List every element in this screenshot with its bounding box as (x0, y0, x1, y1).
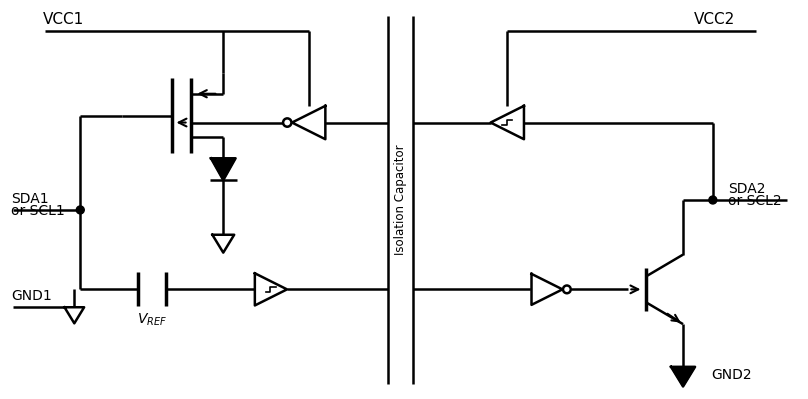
Circle shape (76, 206, 84, 214)
Polygon shape (65, 307, 84, 323)
Text: or SCL1: or SCL1 (11, 204, 65, 218)
Circle shape (283, 119, 292, 127)
Text: Isolation Capacitor: Isolation Capacitor (394, 145, 407, 255)
Text: VCC2: VCC2 (694, 12, 735, 27)
Circle shape (563, 286, 570, 293)
Polygon shape (255, 273, 287, 306)
Polygon shape (213, 235, 234, 253)
Text: SDA2: SDA2 (728, 182, 765, 196)
Polygon shape (292, 106, 326, 139)
Polygon shape (671, 367, 695, 387)
Text: GND2: GND2 (711, 368, 751, 382)
Circle shape (709, 196, 717, 204)
Text: $V_{REF}$: $V_{REF}$ (137, 311, 166, 328)
Text: or SCL2: or SCL2 (728, 194, 781, 208)
Polygon shape (532, 274, 562, 305)
Text: VCC1: VCC1 (43, 12, 84, 27)
Text: SDA1: SDA1 (11, 192, 48, 206)
Polygon shape (490, 106, 524, 139)
Text: GND1: GND1 (11, 289, 52, 303)
Polygon shape (211, 158, 236, 180)
